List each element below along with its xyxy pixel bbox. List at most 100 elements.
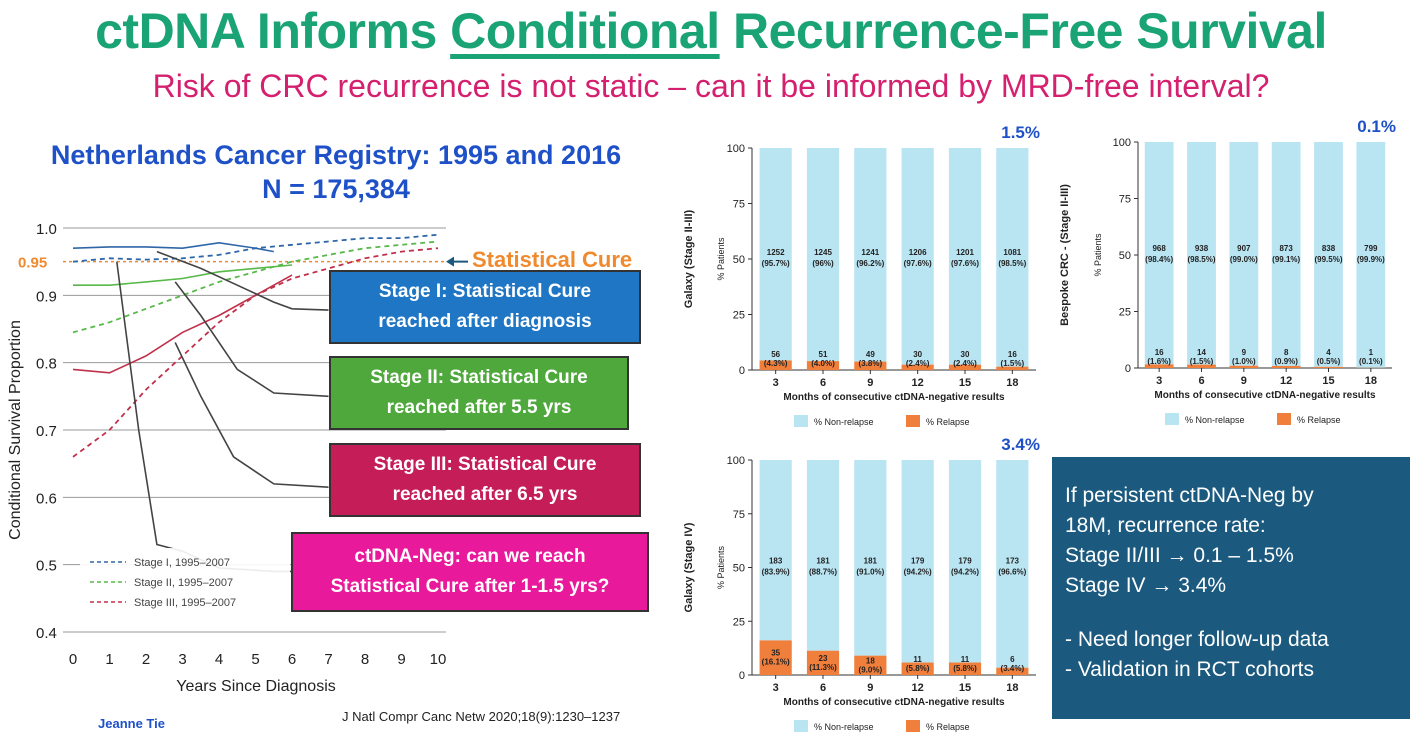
relapse-pct: (2.4%) [953, 359, 977, 368]
non-relapse-pct: (98.5%) [998, 259, 1026, 268]
relapse-count: 30 [913, 350, 922, 359]
relapse-pct: (4.0%) [811, 359, 835, 368]
relapse-pct: (1.5%) [1190, 357, 1214, 366]
y-tick-label: 25 [1119, 307, 1131, 319]
stage-ii-line2: reached after 5.5 yrs [386, 397, 572, 418]
statistical-cure-label: Statistical Cure [472, 247, 633, 272]
relapse-count: 49 [866, 350, 875, 359]
relapse-pct: (0.9%) [1274, 357, 1298, 366]
x-tick-label: 18 [1006, 682, 1018, 694]
legend-label-relapse: % Relapse [1297, 415, 1341, 425]
stage-i-callout: Stage I: Statistical Cure reached after d… [329, 270, 641, 344]
legend-swatch-non-relapse [1165, 413, 1179, 425]
x-tick-label: 15 [1322, 375, 1334, 387]
legend-swatch-relapse [1277, 413, 1291, 425]
survival-series-line-3 [72, 241, 274, 253]
y-tick-label: 0.7 [36, 423, 57, 440]
legend-label: Stage III, 1995–2007 [134, 597, 236, 609]
y-tick-label: 75 [733, 509, 745, 521]
relapse-bar [854, 655, 887, 675]
survival-series-line-8 [174, 342, 329, 488]
relapse-bar [1314, 366, 1343, 368]
legend-swatch-non-relapse [794, 415, 808, 427]
relapse-bar [854, 361, 887, 370]
relapse-pct: (1.6%) [1147, 357, 1171, 366]
y-tick-label: 0.6 [36, 490, 57, 507]
stage-ii-callout: Stage II: Statistical Cure reached after … [329, 356, 629, 430]
ctdna-line1: ctDNA-Neg: can we reach [354, 546, 586, 567]
relapse-bar [1187, 364, 1216, 368]
non-relapse-count: 183 [769, 557, 783, 566]
non-relapse-pct: (83.9%) [762, 568, 790, 577]
non-relapse-pct: (98.4%) [1145, 255, 1173, 264]
non-relapse-count: 179 [958, 557, 972, 566]
relapse-count: 1 [1369, 348, 1374, 357]
non-relapse-pct: (99.5%) [1314, 255, 1342, 264]
slide-subtitle: Risk of CRC recurrence is not static – c… [152, 68, 1270, 104]
x-tick-label: 5 [251, 651, 259, 668]
y-tick-label: 0 [1125, 363, 1131, 375]
relapse-bar [806, 650, 840, 675]
non-relapse-bar [948, 460, 982, 663]
relapse-count: 6 [1010, 655, 1015, 664]
survival-series-line-6 [156, 250, 329, 311]
x-axis-title: Months of consecutive ctDNA-negative res… [783, 392, 1005, 403]
y-tick-label: 100 [727, 143, 745, 155]
x-axis-title: Months of consecutive ctDNA-negative res… [783, 697, 1005, 708]
non-relapse-bar [759, 460, 792, 641]
non-relapse-pct: (94.2%) [904, 568, 932, 577]
non-relapse-bar [996, 460, 1029, 668]
x-tick-label: 6 [1198, 375, 1204, 387]
relapse-pct: (11.3%) [809, 663, 837, 672]
x-axis-title: Years Since Diagnosis [176, 678, 336, 695]
non-relapse-count: 1252 [767, 248, 785, 257]
title-pre: ctDNA Informs [95, 3, 451, 59]
legend-label-non-relapse: % Non-relapse [814, 722, 874, 732]
relapse-count: 23 [819, 654, 828, 663]
stage-i-line2: reached after diagnosis [378, 311, 592, 332]
non-relapse-bar [854, 148, 887, 362]
bar-chart-galaxy-stage-iv: 0 25 50 75 100 183 (83.9%) 35(16.1%) 3 181 (88.7%)… [683, 435, 1040, 732]
y-tick-label: 0.4 [36, 625, 57, 642]
x-axis-title: Months of consecutive ctDNA-negative res… [1154, 390, 1376, 401]
relapse-pct: (2.4%) [906, 359, 930, 368]
non-relapse-bar [1271, 142, 1301, 366]
relapse-bar [901, 364, 934, 370]
non-relapse-count: 181 [816, 557, 830, 566]
x-tick-label: 9 [867, 682, 873, 694]
x-tick-label: 2 [142, 651, 150, 668]
summary-line-2: 18M, recurrence rate: [1065, 514, 1266, 537]
relapse-bar [901, 662, 934, 675]
non-relapse-pct: (96.2%) [856, 259, 884, 268]
y-tick-label: 50 [733, 563, 745, 575]
relapse-pct: (0.1%) [1359, 357, 1383, 366]
cure-arrow-head [446, 256, 454, 267]
summary-line-1: If persistent ctDNA-Neg by [1065, 484, 1314, 507]
relapse-count: 8 [1284, 348, 1289, 357]
legend-label: Stage II, 1995–2007 [134, 577, 233, 589]
y-tick-label: 0.5 [36, 558, 57, 575]
stage-iii-line2: reached after 6.5 yrs [392, 484, 578, 505]
non-relapse-count: 181 [864, 557, 878, 566]
non-relapse-count: 938 [1195, 244, 1209, 253]
relapse-count: 56 [771, 350, 780, 359]
summary-bullet-2: - Validation in RCT cohorts [1065, 658, 1314, 681]
y-axis-inner-title: % Patients [716, 237, 726, 281]
legend-label-non-relapse: % Non-relapse [814, 417, 874, 427]
y-axis-inner-title: % Patients [1093, 233, 1103, 277]
x-tick-label: 0 [69, 651, 77, 668]
non-relapse-count: 1081 [1003, 248, 1021, 257]
non-relapse-pct: (94.2%) [951, 568, 979, 577]
y-tick-label: 0.9 [36, 288, 57, 305]
registry-count: N = 175,384 [262, 174, 410, 204]
relapse-bar [1271, 365, 1301, 368]
survival-series-line-4 [73, 264, 293, 287]
ctdna-neg-callout: ctDNA-Neg: can we reach Statistical Cure … [291, 532, 649, 612]
relapse-rate-callout: 3.4% [1001, 435, 1040, 454]
relapse-rate-callout: 1.5% [1001, 123, 1040, 142]
bar-chart-galaxy-stage-ii-iii: 0 25 50 75 100 1252 (95.7%) 56(4.3%) 3 1245 (96%) 5… [683, 123, 1040, 427]
relapse-bar [948, 662, 982, 675]
survival-series-line-1 [72, 240, 439, 334]
non-relapse-count: 1206 [909, 248, 927, 257]
non-relapse-count: 1241 [861, 248, 879, 257]
